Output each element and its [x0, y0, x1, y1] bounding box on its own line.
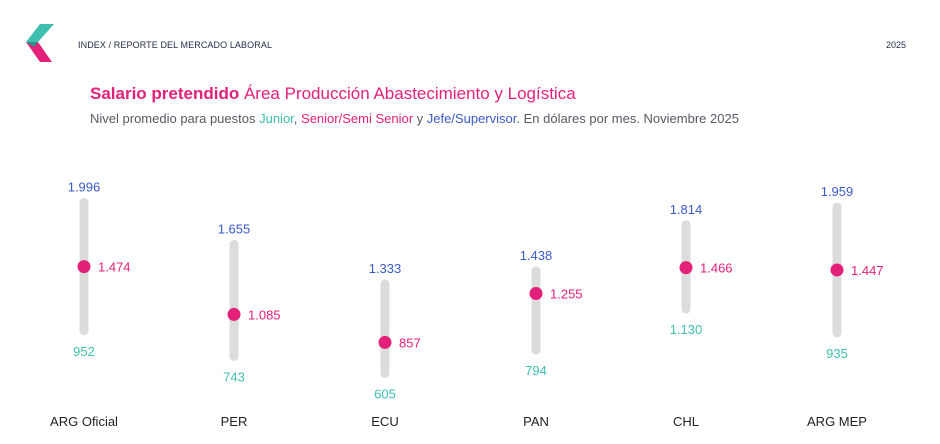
subtitle-junior: Junior	[259, 111, 294, 126]
category-label: CHL	[673, 414, 699, 429]
category-label: ARG MEP	[807, 414, 867, 429]
senior-point	[77, 260, 91, 274]
jefe-value-label: 1.959	[821, 184, 854, 199]
jefe-value-label: 1.655	[218, 221, 251, 236]
breadcrumb[interactable]: INDEX / REPORTE DEL MERCADO LABORAL	[78, 40, 273, 50]
title-strong: Salario pretendido	[90, 84, 240, 103]
category-label: ECU	[371, 414, 398, 429]
category-label: PAN	[523, 414, 549, 429]
subtitle-part-1: Nivel promedio para puestos	[90, 111, 260, 126]
subtitle-part-2: . En dólares por mes. Noviembre 2025	[516, 111, 739, 126]
year-label: 2025	[885, 40, 906, 50]
subtitle-sep-2: y	[413, 111, 427, 126]
senior-value-label: 1.255	[550, 287, 583, 302]
page-title: Salario pretendido Área Producción Abast…	[90, 84, 576, 104]
senior-point	[227, 307, 241, 321]
jefe-value-label: 1.814	[670, 202, 703, 217]
junior-value-label: 935	[826, 346, 848, 361]
junior-value-label: 605	[374, 386, 396, 401]
category-label: ARG Oficial	[50, 414, 118, 429]
senior-value-label: 1.466	[700, 261, 733, 276]
senior-value-label: 1.474	[98, 260, 131, 275]
senior-point	[529, 287, 543, 301]
senior-value-label: 1.447	[851, 263, 884, 278]
junior-value-label: 1.130	[670, 322, 703, 337]
senior-point	[830, 263, 844, 277]
subtitle-jefe: Jefe/Supervisor	[426, 111, 517, 126]
subtitle-sep-1: ,	[293, 111, 302, 126]
junior-value-label: 743	[223, 369, 245, 384]
junior-value-label: 794	[525, 363, 547, 378]
senior-point	[378, 335, 392, 349]
senior-value-label: 857	[399, 335, 421, 350]
jefe-value-label: 1.996	[68, 179, 101, 194]
brand-logo-icon	[26, 24, 54, 62]
category-label: PER	[221, 414, 248, 429]
title-rest: Área Producción Abastecimiento y Logísti…	[239, 84, 576, 103]
junior-value-label: 952	[73, 344, 95, 359]
jefe-value-label: 1.333	[369, 261, 402, 276]
subtitle-senior: Senior/Semi Senior	[301, 111, 414, 126]
salary-range-chart: 1.996 952 1.474 ARG Oficial 1.655 743 1.085 PER…	[50, 179, 884, 429]
senior-value-label: 1.085	[248, 307, 281, 322]
page-subtitle: Nivel promedio para puestos Junior, Seni…	[90, 111, 739, 126]
jefe-value-label: 1.438	[520, 248, 553, 263]
senior-point	[679, 261, 693, 275]
